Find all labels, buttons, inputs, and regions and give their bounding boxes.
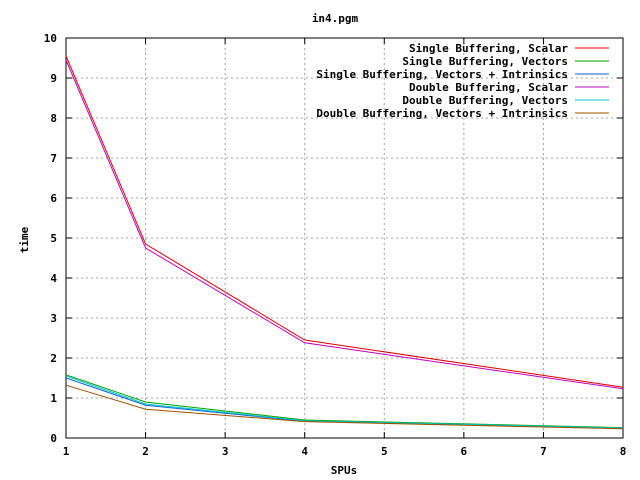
legend-label: Double Buffering, Vectors + Intrinsics <box>316 107 568 120</box>
y-tick-label: 10 <box>44 32 57 45</box>
x-tick-label: 3 <box>222 445 229 458</box>
x-tick-label: 8 <box>620 445 627 458</box>
legend-label: Double Buffering, Scalar <box>409 81 568 94</box>
x-tick-label: 4 <box>301 445 308 458</box>
x-tick-label: 6 <box>461 445 468 458</box>
legend-label: Single Buffering, Vectors <box>402 55 568 68</box>
x-tick-label: 1 <box>63 445 70 458</box>
series-line <box>65 59 624 390</box>
y-tick-label: 4 <box>50 272 57 285</box>
legend-label: Single Buffering, Scalar <box>409 42 568 55</box>
y-tick-label: 0 <box>50 432 57 445</box>
y-tick-label: 8 <box>50 112 57 125</box>
series-line <box>65 55 624 388</box>
legend-label: Double Buffering, Vectors <box>402 94 568 107</box>
series-line <box>65 375 624 429</box>
chart-title: in4.pgm <box>312 12 359 25</box>
y-tick-label: 7 <box>50 152 57 165</box>
legend-label: Single Buffering, Vectors + Intrinsics <box>316 68 568 81</box>
y-tick-label: 3 <box>50 312 57 325</box>
y-tick-label: 9 <box>50 72 57 85</box>
y-tick-label: 1 <box>50 392 57 405</box>
x-tick-label: 7 <box>540 445 547 458</box>
y-tick-label: 2 <box>50 352 57 365</box>
series-lines <box>65 55 624 430</box>
series-line <box>65 374 624 429</box>
x-axis-label: SPUs <box>331 464 358 477</box>
y-tick-label: 5 <box>50 232 57 245</box>
y-tick-label: 6 <box>50 192 57 205</box>
x-tick-label: 2 <box>142 445 149 458</box>
series-line <box>65 384 624 430</box>
grid <box>66 38 623 438</box>
x-tick-label: 5 <box>381 445 388 458</box>
y-axis-label: time <box>18 226 31 253</box>
